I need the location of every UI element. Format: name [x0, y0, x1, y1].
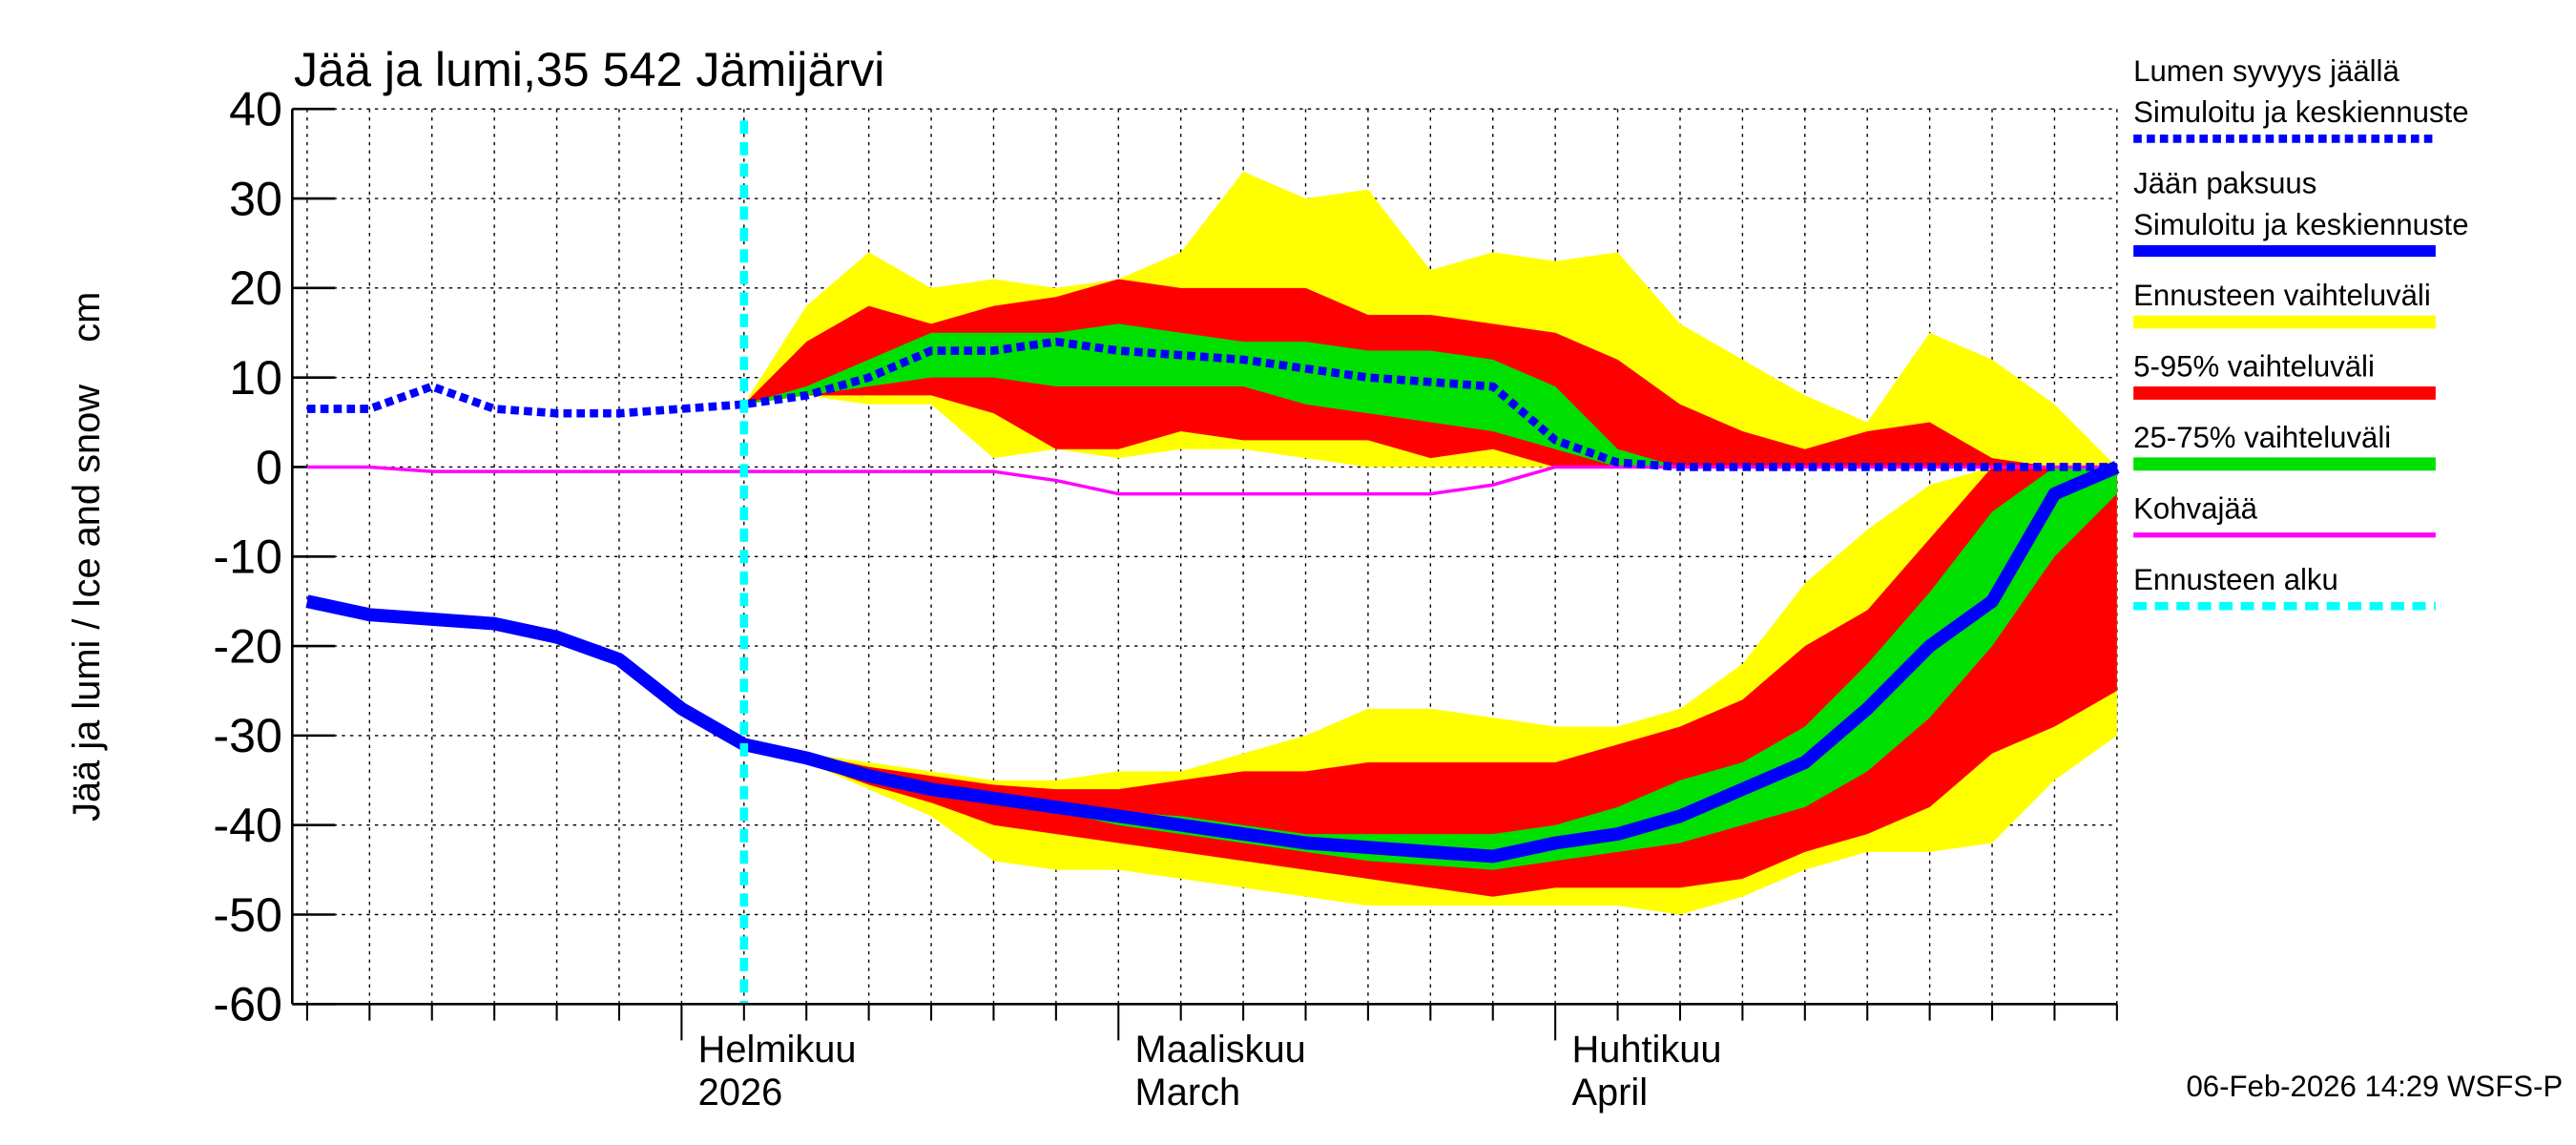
series-line: [305, 461, 2120, 864]
legend-label: Simuloitu ja keskiennuste: [2133, 95, 2468, 129]
legend-label: 25-75% vaihteluväli: [2133, 421, 2391, 454]
y-tick-label: -40: [213, 799, 282, 852]
y-tick-label: 10: [229, 351, 282, 405]
band-snow: [743, 323, 2117, 468]
legend-label: Kohvajää: [2133, 491, 2258, 525]
chart-title: Jää ja lumi,35 542 Jämijärvi: [294, 43, 884, 96]
y-tick-label: -30: [213, 709, 282, 762]
legend-label: Lumen syvyys jäällä: [2133, 54, 2399, 88]
x-tick-label: April: [1571, 1072, 1648, 1114]
y-tick-label: 0: [256, 441, 282, 494]
x-tick-label: Huhtikuu: [1571, 1029, 1721, 1071]
y-tick-label: 20: [229, 261, 282, 315]
y-axis-label: Jää ja lumi / Ice and snow cm: [66, 292, 108, 822]
legend-label: Simuloitu ja keskiennuste: [2133, 208, 2468, 241]
y-tick-label: -60: [213, 978, 282, 1031]
y-tick-label: 40: [229, 83, 282, 136]
legend-label: Ennusteen vaihteluväli: [2133, 279, 2431, 312]
x-tick-label: 2026: [698, 1072, 783, 1114]
legend-label: Ennusteen alku: [2133, 563, 2338, 596]
x-tick-label: March: [1135, 1072, 1241, 1114]
y-tick-label: -10: [213, 531, 282, 584]
y-tick-label: -20: [213, 619, 282, 673]
legend-label: Jään paksuus: [2133, 167, 2316, 200]
legend: Lumen syvyys jäällä Simuloitu ja keskienn…: [2133, 54, 2469, 611]
footer: 06-Feb-2026 14:29 WSFS-P: [2186, 1070, 2563, 1103]
x-tick-label: Maaliskuu: [1135, 1029, 1306, 1071]
x-tick-label: Helmikuu: [698, 1029, 857, 1071]
y-tick-label: 30: [229, 172, 282, 225]
series-line: [306, 337, 2117, 471]
legend-label: 5-95% vaihteluväli: [2133, 350, 2375, 384]
y-tick-label: -50: [213, 888, 282, 942]
series-line: [306, 465, 2117, 496]
